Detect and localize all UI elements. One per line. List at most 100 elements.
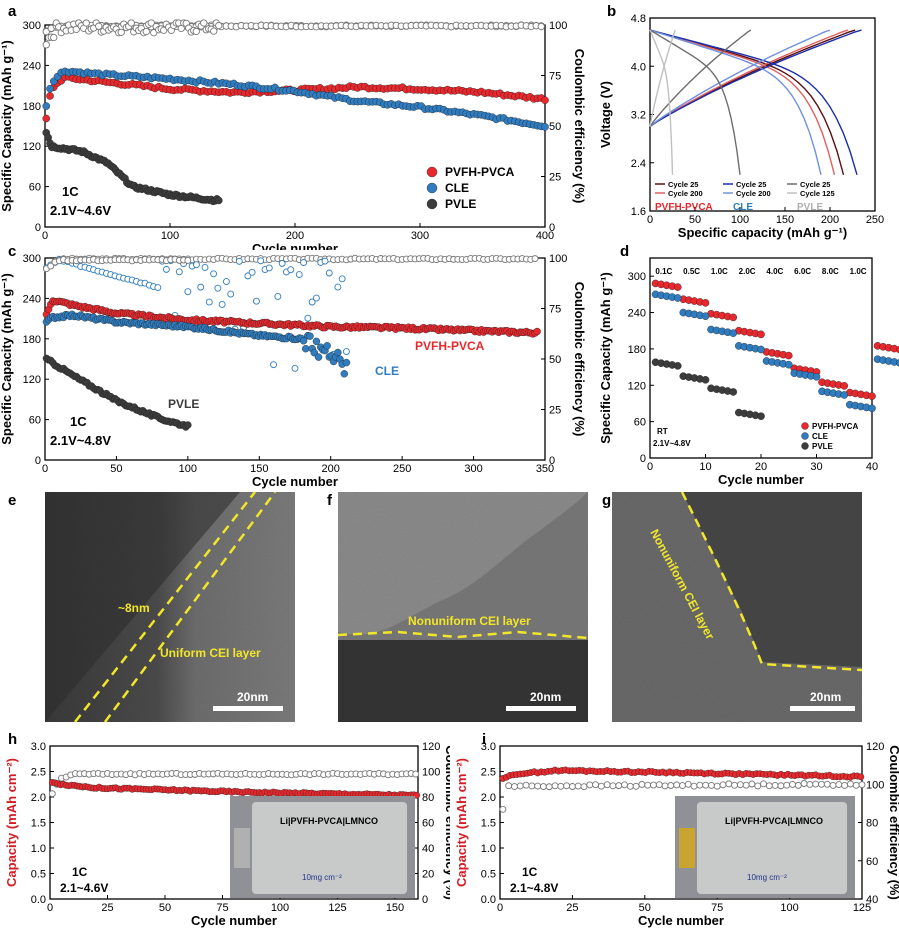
ce-point [678, 782, 686, 789]
temp-label: RT [657, 427, 668, 436]
ce-point [528, 782, 536, 790]
y-axis-label: Voltage (V) [598, 81, 613, 148]
x-tick-label: 250 [866, 214, 884, 226]
panel-label-c: c [8, 243, 16, 260]
capacity-point [42, 102, 51, 110]
x-tick-label: 50 [639, 902, 651, 914]
ce-point [771, 781, 779, 789]
y-tick-label: 2.4 [631, 158, 646, 170]
y-tick-label: 240 [23, 60, 41, 72]
x-tick-label: 0 [42, 463, 48, 475]
y-tick-label: 120 [23, 141, 41, 153]
capacity-point [302, 345, 310, 353]
scale-bar-g [790, 706, 855, 711]
ce-point [214, 284, 222, 292]
y2-tick-label: 0 [549, 455, 555, 467]
rate-label: 1.0C [850, 267, 867, 276]
micrograph-g: Nonuniform CEI layer 20nm [612, 492, 862, 722]
rate-point [895, 345, 899, 354]
discharge-curve [649, 29, 836, 175]
ce-point [841, 782, 849, 789]
ce-point [499, 805, 507, 813]
inset-tab [679, 828, 695, 868]
capacity-point [306, 332, 314, 340]
ce-point [655, 781, 663, 789]
ce-point [511, 783, 518, 791]
ce-point [661, 782, 669, 790]
panel-b: b 0 50 100 150 200 250 1.6 2.4 3.2 4.0 4.8 Specific… [598, 3, 884, 240]
rate-point [868, 392, 876, 400]
y-tick-label: 1.5 [31, 818, 46, 830]
panel-label-e: e [8, 492, 17, 509]
x-tick-label: 75 [216, 902, 228, 914]
y-axis-label: Specific Capacity (mAh g⁻¹) [0, 273, 14, 445]
y2-axis-label: Coulombic efficiency (%) [572, 49, 587, 204]
ce-point [760, 780, 767, 788]
x-tick-label: 40 [866, 461, 878, 473]
y2-tick-label: 80 [866, 818, 878, 830]
ce-point [295, 271, 303, 279]
ce-point [748, 780, 756, 788]
ce-point [719, 781, 727, 789]
ce-point [48, 790, 56, 798]
x-tick-label: 0 [42, 230, 48, 242]
rate-label: 0.1C [655, 267, 672, 276]
x-tick-label: 125 [328, 902, 346, 914]
y2-tick-label: 0 [549, 222, 555, 234]
y2-tick-label: 80 [422, 792, 434, 804]
ce-point [531, 255, 539, 263]
panel-label-h: h [8, 731, 17, 748]
y-tick-label: 0 [35, 455, 41, 467]
y-tick-label: 180 [23, 101, 41, 113]
legend-label: CLE [445, 181, 469, 195]
y-tick-label: 2.5 [481, 767, 496, 779]
ce-point [812, 780, 820, 788]
ce-point [563, 782, 571, 790]
y-tick-label: 0.0 [481, 894, 496, 906]
y-tick-label: 60 [29, 182, 41, 194]
ce-point [201, 264, 209, 271]
y-tick-label: 1.0 [31, 843, 46, 855]
ce-point [325, 269, 333, 277]
ce-point [308, 298, 316, 306]
ce-point [265, 264, 273, 272]
legend-label: CLE [812, 432, 829, 441]
inset-tab [234, 828, 250, 868]
y-tick-label: 180 [23, 334, 41, 346]
scale-label-f: 20nm [530, 690, 561, 704]
x-tick-label: 25 [101, 902, 113, 914]
ce-point [274, 292, 282, 300]
ce-point [829, 781, 837, 789]
rate-point [729, 329, 738, 337]
plot-frame [44, 257, 546, 461]
x-tick-label: 0 [647, 461, 653, 473]
ce-point [72, 25, 80, 34]
rate-point [701, 299, 710, 307]
ce-point [117, 28, 125, 36]
ce-point [592, 781, 600, 789]
thickness-label: ~8nm [118, 601, 150, 615]
y-tick-label: 2.0 [481, 792, 496, 804]
ce-point [291, 364, 299, 372]
inset-cell-label: Li|PVFH-PVCA|LMNCO [725, 816, 823, 826]
y-tick-label: 0.5 [481, 869, 496, 881]
capacity-point [42, 114, 51, 123]
panel-i: i 0 25 50 75 100 125 0.0 0.5 1.0 1.5 2.0 2.5 3.0 40 60… [454, 731, 899, 928]
inset-cell-label: Li|PVFH-PVCA|LMNCO [280, 816, 378, 826]
x-tick-label: 200 [821, 214, 839, 226]
rate-label: 1C [72, 865, 88, 879]
rate-label: 1.0C [711, 267, 728, 276]
charge-curve [649, 29, 849, 128]
y-tick-label: 0 [35, 222, 41, 234]
ce-point [818, 780, 825, 788]
scale-label-g: 20nm [810, 690, 841, 704]
ce-point [321, 257, 329, 265]
ce-point [777, 782, 785, 790]
rate-label: 2.0C [739, 267, 756, 276]
ce-point [644, 781, 652, 789]
ce-point [522, 781, 530, 789]
legend-group-label: CLE [733, 202, 753, 213]
ce-point [846, 780, 854, 788]
rate-label: 1C [62, 184, 79, 199]
ce-point [505, 782, 513, 790]
